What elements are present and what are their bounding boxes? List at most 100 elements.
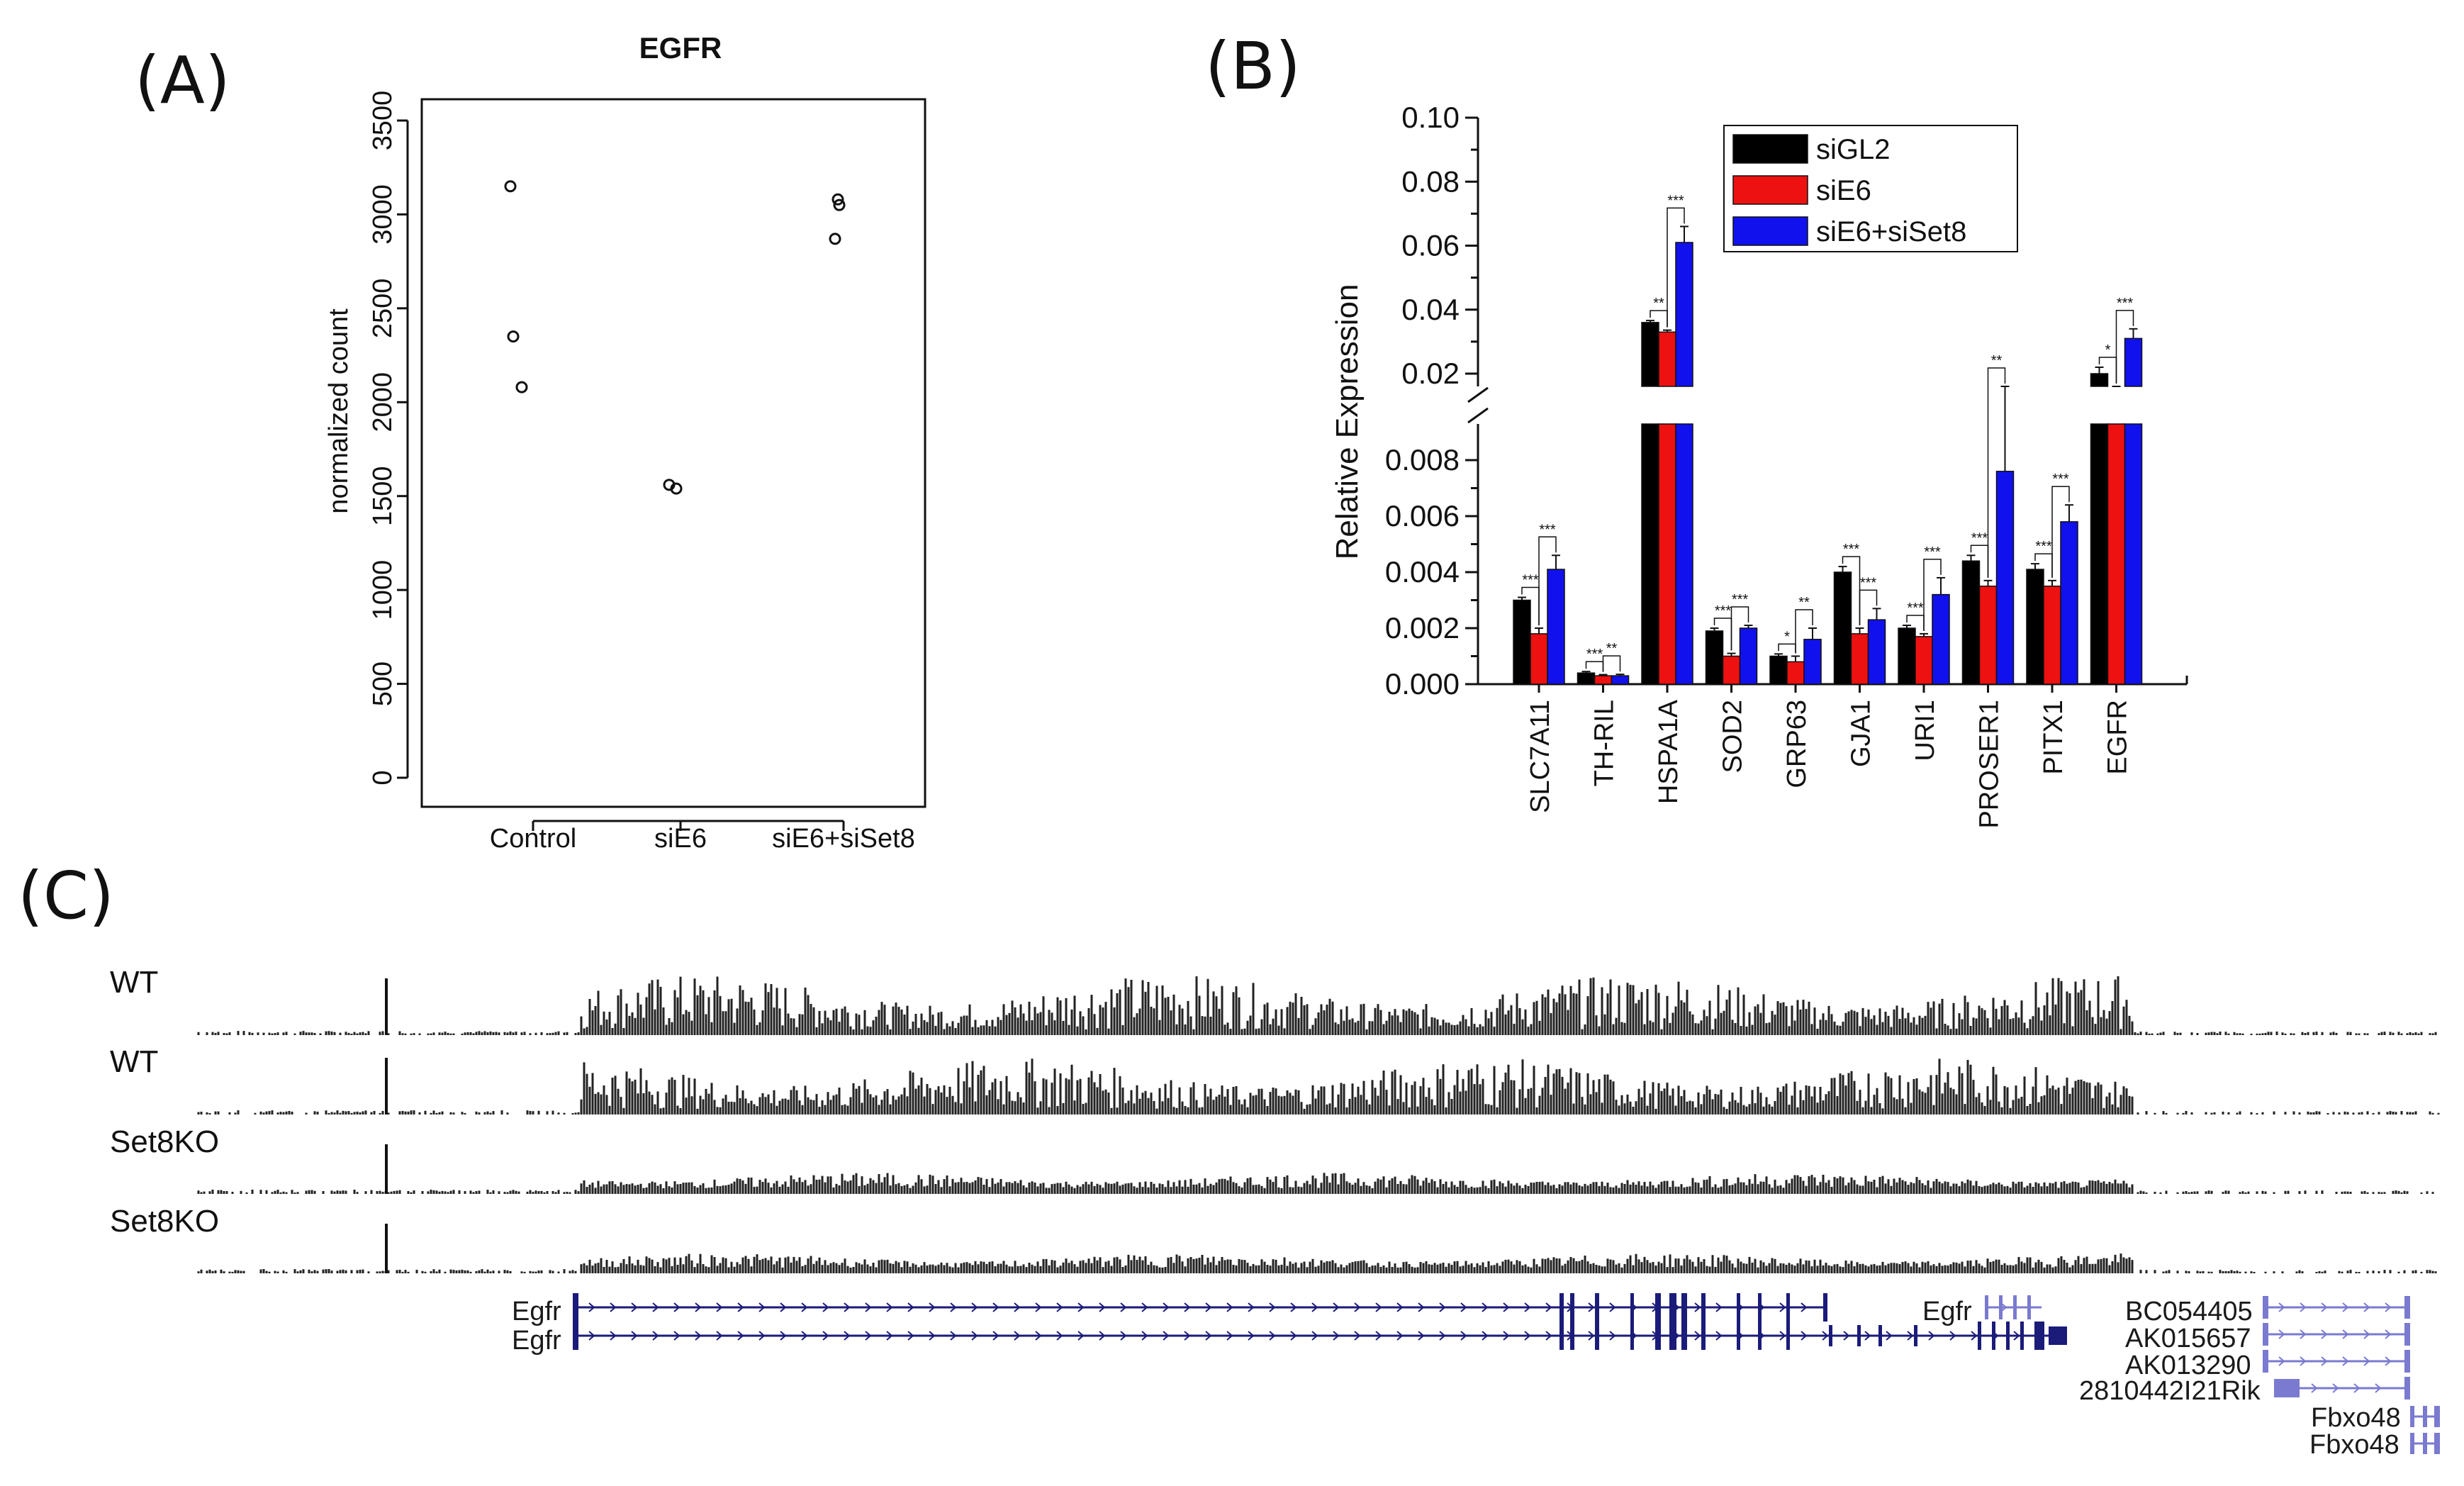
scatter-y-tick-label: 2000 bbox=[368, 372, 398, 432]
bar-series bbox=[1513, 225, 2143, 685]
egfr-transcript-2-exon bbox=[1829, 1325, 1832, 1346]
egfr-transcript-2-exon bbox=[1737, 1322, 1740, 1350]
egfr-short-transcript-exon bbox=[1985, 1295, 1988, 1319]
bc054405-strand-arrows bbox=[2278, 1302, 2392, 1312]
bar-siE6 bbox=[1915, 636, 1933, 685]
significance-bracket bbox=[1585, 661, 1604, 672]
significance-bracket bbox=[1923, 559, 1942, 631]
legend-label: siGL2 bbox=[1816, 134, 1891, 165]
bar-x-label: GJA1 bbox=[1847, 700, 1876, 767]
significance-stars: *** bbox=[1539, 522, 1556, 537]
ak015657-exon bbox=[2263, 1323, 2268, 1346]
bar-siGL2 bbox=[1833, 571, 1852, 685]
axis-break-mark bbox=[1467, 386, 1489, 403]
egfr-transcript-1-exon bbox=[1701, 1293, 1706, 1322]
egfr-transcript-2-exon bbox=[1681, 1322, 1687, 1350]
bar-chart-relative-expression: Relative Expression 0.000 0.002 0.004 0.006… bbox=[1330, 101, 2188, 829]
significance-stars: *** bbox=[2052, 471, 2069, 487]
bar-siGL2 bbox=[1641, 322, 1659, 387]
egfr-transcript-1-exon bbox=[1570, 1293, 1574, 1322]
bar-siE6 bbox=[1786, 661, 1805, 685]
egfr-short-transcript-strand-arrows bbox=[2000, 1302, 2007, 1312]
egfr-transcript-2-exon bbox=[1857, 1325, 1861, 1346]
bar-x-label: GRP63 bbox=[1782, 700, 1812, 788]
bar-siE6+siSet8 bbox=[1739, 627, 1758, 685]
egfr-transcript-1-exon bbox=[1758, 1293, 1762, 1322]
bar-siE6 bbox=[1850, 633, 1869, 685]
bar-siE6+siSet8 bbox=[1803, 639, 1822, 685]
significance-stars: *** bbox=[1667, 193, 1684, 208]
gene-label-bc054405: BC054405 bbox=[2125, 1297, 2253, 1326]
significance-stars: ** bbox=[1798, 595, 1810, 610]
bar-legend: siGL2 siE6 siE6+siSet8 bbox=[1723, 125, 2018, 252]
egfr-transcript-1-exon bbox=[1823, 1293, 1827, 1322]
significance-stars: *** bbox=[2035, 539, 2052, 554]
gene-label-2810442i21rik: 2810442I21Rik bbox=[2079, 1376, 2261, 1406]
signal-bars bbox=[197, 976, 2437, 1035]
scatter-point bbox=[831, 193, 844, 206]
bar-siE6 bbox=[1530, 633, 1548, 685]
significance-stars: ** bbox=[1653, 296, 1664, 311]
significance-stars: *** bbox=[1924, 544, 1941, 560]
bar-y-tick-label: 0.08 bbox=[1401, 164, 1460, 198]
2810442i21rik-exon bbox=[2404, 1377, 2410, 1400]
egfr-transcript-2-exon bbox=[1914, 1325, 1917, 1346]
significance-bracket bbox=[1667, 207, 1685, 328]
egfr-transcript-2-exon bbox=[1878, 1325, 1882, 1346]
scatter-point bbox=[504, 180, 517, 193]
gene-label-ak013290: AK013290 bbox=[2125, 1351, 2251, 1380]
legend-swatch bbox=[1732, 134, 1808, 164]
2810442i21rik-exon bbox=[2274, 1379, 2300, 1397]
panel-a-label: (A) bbox=[135, 43, 230, 118]
significance-stars: * bbox=[2105, 342, 2111, 358]
scatter-y-tick-label: 3000 bbox=[368, 184, 398, 245]
egfr-transcript-2-exon bbox=[1992, 1322, 1995, 1350]
significance-bracket bbox=[1778, 643, 1796, 654]
significance-bracket bbox=[1859, 589, 1878, 625]
gene-label-fbxo48-1: Fbxo48 bbox=[2311, 1403, 2401, 1433]
ak015657-strand-arrows bbox=[2278, 1329, 2392, 1339]
bar-siGL2 bbox=[1641, 423, 1659, 685]
bar-significance-marks: ********* *******************************… bbox=[1521, 193, 2134, 672]
scatter-points bbox=[504, 180, 846, 495]
significance-stars: *** bbox=[1586, 647, 1603, 662]
egfr-transcript-2-exon bbox=[2034, 1322, 2044, 1350]
bar-y-tick-label: 0.04 bbox=[1401, 293, 1460, 326]
ak013290-exon bbox=[2404, 1350, 2410, 1373]
egfr-transcript-1-exon bbox=[1595, 1293, 1599, 1322]
bar-x-label: PITX1 bbox=[2039, 700, 2068, 775]
bar-siE6 bbox=[1978, 586, 1998, 685]
track-label-set8ko-1: Set8KO bbox=[110, 1124, 219, 1159]
egfr-transcript-2-exon bbox=[2049, 1326, 2067, 1345]
bar-siGL2 bbox=[1577, 672, 1596, 685]
significance-bracket bbox=[1987, 367, 2006, 578]
egfr-transcript-2-exon bbox=[1570, 1322, 1574, 1350]
bar-siE6+siSet8 bbox=[2124, 337, 2143, 387]
egfr-transcript-1-exon bbox=[1559, 1293, 1564, 1322]
significance-stars: *** bbox=[1907, 600, 1924, 616]
scatter-point bbox=[515, 381, 528, 393]
bar-siE6 bbox=[2107, 423, 2126, 685]
gene-label-fbxo48-2: Fbxo48 bbox=[2309, 1430, 2399, 1460]
signal-bars bbox=[197, 1173, 2434, 1194]
egfr-transcript-2-exon bbox=[1630, 1322, 1634, 1350]
gene-label-egfr-1: Egfr bbox=[512, 1297, 561, 1326]
legend-swatch bbox=[1732, 175, 1808, 205]
bar-siGL2 bbox=[2090, 423, 2109, 685]
scatter-y-tick-label: 1500 bbox=[368, 466, 398, 526]
significance-stars: *** bbox=[2117, 296, 2134, 311]
scatter-y-tick-label: 0 bbox=[368, 770, 398, 785]
ak013290-exon bbox=[2263, 1350, 2268, 1373]
bar-x-label: HSPA1A bbox=[1654, 699, 1684, 804]
bc054405-exon bbox=[2404, 1296, 2410, 1319]
bar-y-tick-label: 0.008 bbox=[1385, 443, 1460, 476]
bar-siE6+siSet8 bbox=[1932, 593, 1950, 685]
panel-b-label: (B) bbox=[1205, 28, 1301, 104]
bar-x-label: SOD2 bbox=[1718, 700, 1748, 773]
track-label-set8ko-2: Set8KO bbox=[110, 1204, 219, 1239]
egfr-transcript-2-exon bbox=[1655, 1322, 1661, 1350]
fbxo48-1-exon bbox=[2423, 1406, 2427, 1427]
bar-y-tick-label: 0.000 bbox=[1385, 667, 1460, 700]
significance-bracket bbox=[1602, 655, 1621, 672]
bar-siGL2 bbox=[1513, 599, 1531, 685]
